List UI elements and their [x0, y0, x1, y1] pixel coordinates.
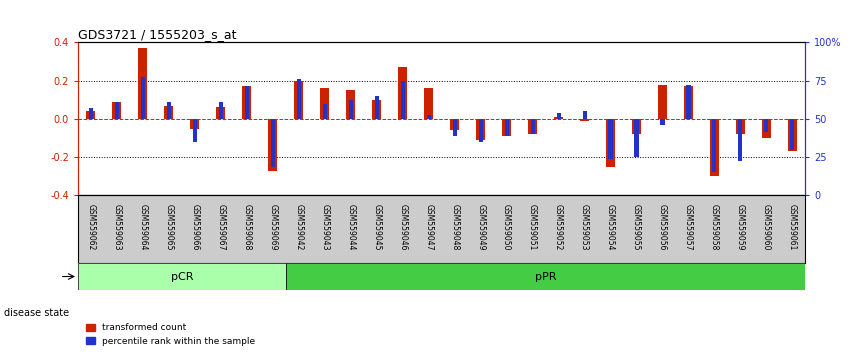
Bar	[479, 119, 482, 142]
Text: GSM559057: GSM559057	[684, 204, 693, 250]
Bar	[606, 119, 615, 167]
Text: GSM559055: GSM559055	[632, 204, 641, 250]
Bar	[765, 119, 768, 132]
Bar	[401, 81, 404, 119]
Bar	[788, 119, 797, 152]
Text: GSM559068: GSM559068	[242, 204, 251, 250]
Text: GDS3721 / 1555203_s_at: GDS3721 / 1555203_s_at	[78, 28, 236, 41]
Text: GSM559061: GSM559061	[788, 204, 797, 250]
Text: GSM559060: GSM559060	[762, 204, 771, 250]
Text: GSM559054: GSM559054	[606, 204, 615, 250]
Text: GSM559064: GSM559064	[139, 204, 147, 250]
Bar	[554, 117, 563, 119]
Bar	[632, 119, 641, 134]
Bar	[687, 85, 690, 119]
Text: pCR: pCR	[171, 272, 193, 281]
Bar	[167, 102, 171, 119]
Bar	[635, 119, 638, 157]
Bar	[375, 96, 378, 119]
Text: GSM559047: GSM559047	[424, 204, 433, 250]
Bar	[505, 119, 508, 136]
Bar	[736, 119, 745, 134]
Bar	[531, 119, 534, 134]
Text: GSM559045: GSM559045	[372, 204, 381, 250]
Bar	[87, 111, 95, 119]
Bar	[139, 48, 147, 119]
Text: GSM559065: GSM559065	[165, 204, 173, 250]
Bar	[216, 108, 225, 119]
Bar	[398, 67, 407, 119]
Bar	[219, 102, 223, 119]
Text: GSM559049: GSM559049	[476, 204, 485, 250]
Bar	[78, 263, 286, 290]
Bar	[580, 119, 589, 121]
Bar	[268, 119, 277, 171]
Bar	[193, 119, 197, 142]
Bar	[528, 119, 537, 134]
Bar	[502, 119, 511, 136]
Bar	[346, 90, 355, 119]
Bar	[113, 102, 121, 119]
Bar	[271, 119, 275, 167]
Bar	[320, 88, 329, 119]
Bar	[242, 86, 251, 119]
Bar	[453, 119, 456, 136]
Text: GSM559066: GSM559066	[191, 204, 199, 250]
Bar	[424, 88, 433, 119]
Bar	[609, 119, 612, 159]
Bar	[713, 119, 716, 172]
Bar	[141, 77, 145, 119]
Bar	[791, 119, 794, 149]
Bar	[191, 119, 199, 129]
Text: GSM559052: GSM559052	[554, 204, 563, 250]
Bar	[427, 115, 430, 119]
Bar	[286, 263, 805, 290]
Text: GSM559059: GSM559059	[736, 204, 745, 250]
Bar	[710, 119, 719, 176]
Text: disease state: disease state	[4, 308, 69, 318]
Text: pPR: pPR	[535, 272, 556, 281]
Text: GSM559048: GSM559048	[450, 204, 459, 250]
Bar	[557, 113, 560, 119]
Text: GSM559067: GSM559067	[216, 204, 225, 250]
Bar	[661, 119, 664, 125]
Text: GSM559056: GSM559056	[658, 204, 667, 250]
Text: GSM559046: GSM559046	[398, 204, 407, 250]
Bar	[583, 111, 586, 119]
Legend: transformed count, percentile rank within the sample: transformed count, percentile rank withi…	[82, 320, 259, 349]
Bar	[476, 119, 485, 140]
Bar	[372, 100, 381, 119]
Bar	[297, 79, 301, 119]
Text: GSM559063: GSM559063	[113, 204, 121, 250]
Bar	[165, 105, 173, 119]
Text: GSM559053: GSM559053	[580, 204, 589, 250]
Text: GSM559044: GSM559044	[346, 204, 355, 250]
Bar	[323, 104, 326, 119]
Bar	[450, 119, 459, 130]
Text: GSM559062: GSM559062	[87, 204, 95, 250]
Bar	[294, 81, 303, 119]
Bar	[739, 119, 742, 161]
Bar	[349, 100, 352, 119]
Bar	[115, 102, 119, 119]
Text: GSM559043: GSM559043	[320, 204, 329, 250]
Bar	[762, 119, 771, 138]
Bar	[658, 85, 667, 119]
Bar	[245, 86, 249, 119]
Text: GSM559042: GSM559042	[294, 204, 303, 250]
Text: GSM559051: GSM559051	[528, 204, 537, 250]
Text: GSM559069: GSM559069	[268, 204, 277, 250]
Bar	[684, 86, 693, 119]
Text: GSM559058: GSM559058	[710, 204, 719, 250]
Bar	[89, 108, 93, 119]
Text: GSM559050: GSM559050	[502, 204, 511, 250]
